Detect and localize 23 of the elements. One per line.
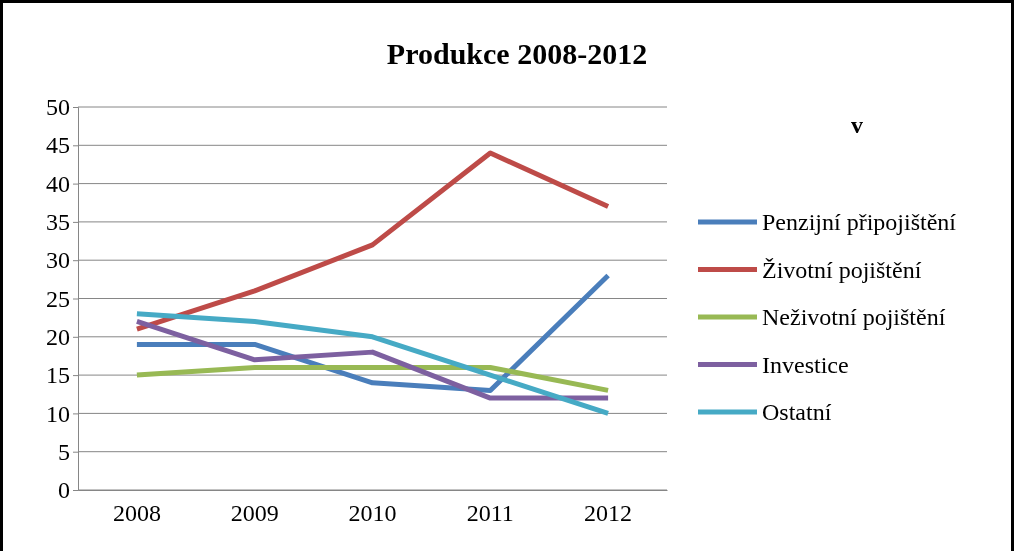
legend-label: Neživotní pojištění [762, 304, 946, 330]
x-tick-label: 2009 [230, 500, 279, 527]
chart-title: Produkce 2008-2012 [386, 37, 648, 70]
y-tick-label: 40 [46, 170, 70, 197]
y-tick-label: 25 [46, 285, 70, 312]
y-tick-label: 5 [58, 438, 70, 465]
y-tick-label: 10 [46, 400, 70, 427]
y-tick-label: 50 [46, 94, 70, 121]
legend-title: v [851, 112, 863, 138]
y-tick-label: 0 [58, 477, 70, 504]
legend-label: Penzijní připojištění [762, 209, 957, 235]
x-tick-label: 2011 [466, 500, 514, 527]
x-tick-label: 2012 [584, 500, 633, 527]
legend-label: Životní pojištění [762, 256, 922, 283]
y-tick-label: 20 [46, 323, 70, 350]
y-tick-label: 15 [46, 362, 70, 389]
y-tick-label: 45 [46, 132, 70, 159]
y-tick-label: 30 [46, 247, 70, 274]
legend-label: Investice [762, 351, 849, 378]
y-tick-label: 35 [46, 209, 70, 236]
x-tick-label: 2008 [112, 500, 161, 527]
legend-label: Ostatní [762, 399, 832, 425]
x-tick-label: 2010 [348, 500, 397, 527]
